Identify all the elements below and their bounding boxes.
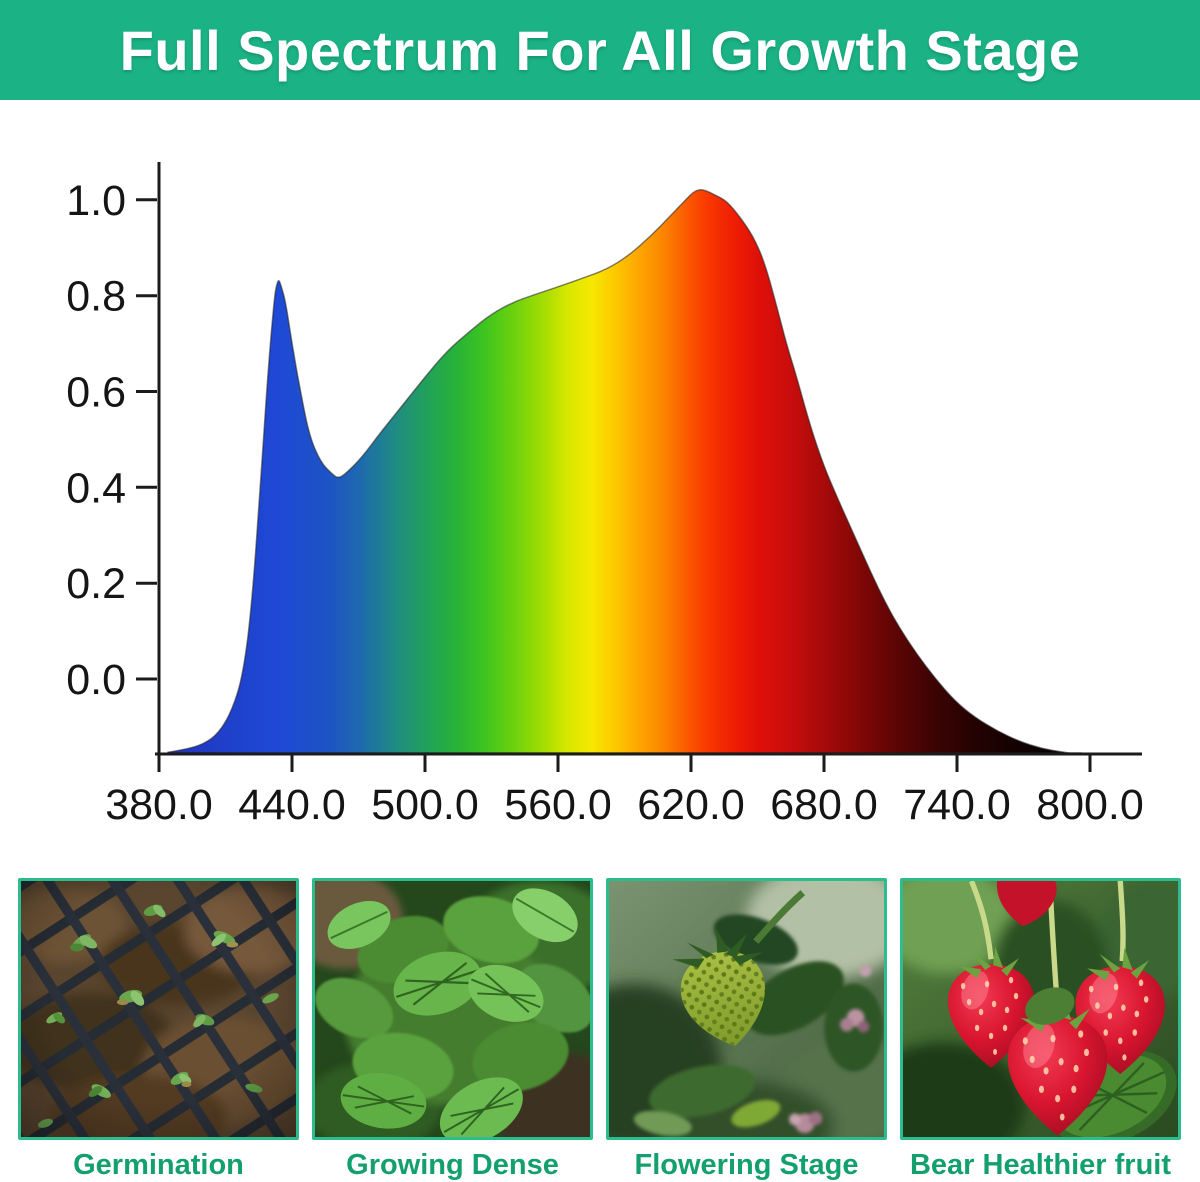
- header-banner: Full Spectrum For All Growth Stage: [0, 0, 1200, 100]
- partial-top-berry: [996, 881, 1057, 926]
- caption-flowering-stage: Flowering Stage: [634, 1149, 859, 1181]
- spectrum-chart-section: 1.0 0.8 0.6 0.4 0.2 0.0 380.0 440.0 500.0 560.0 6…: [0, 100, 1200, 840]
- gallery-item-growing-dense: Growing Dense: [312, 878, 593, 1182]
- y-tick-label: 0.8: [66, 273, 126, 321]
- dried-flowers: [633, 965, 872, 1136]
- x-tick-label: 800.0: [1036, 781, 1144, 829]
- y-tick-label: 0.6: [66, 369, 126, 417]
- spectrum-area-curve: [167, 189, 1082, 756]
- x-tick-label: 560.0: [504, 781, 612, 829]
- healthier-fruit-photo-illustration: [903, 881, 1178, 1137]
- flowering-stage-photo: [606, 878, 887, 1140]
- y-tick-label: 1.0: [66, 177, 126, 225]
- y-tick-label: 0.4: [66, 464, 126, 512]
- x-axis-labels: 380.0 440.0 500.0 560.0 620.0 680.0 740.0 800.0: [105, 781, 1144, 829]
- y-tick-label: 0.0: [66, 656, 126, 704]
- x-tick-label: 680.0: [770, 781, 878, 829]
- growing-dense-photo: [312, 878, 593, 1140]
- y-axis-ticks: [136, 198, 157, 681]
- caption-growing-dense: Growing Dense: [346, 1149, 559, 1181]
- gallery-item-germination: Germination: [18, 878, 299, 1182]
- berry-stem: [753, 890, 806, 944]
- y-tick-label: 0.2: [66, 560, 126, 608]
- x-tick-label: 440.0: [238, 781, 346, 829]
- flowering-stage-photo-illustration: [609, 881, 884, 1137]
- germination-photo-illustration: [21, 881, 296, 1137]
- unripe-strawberry: [672, 928, 790, 1052]
- caption-healthier-fruit: Bear Healthier fruit: [909, 1149, 1172, 1181]
- gallery-item-healthier-fruit: Bear Healthier fruit: [900, 878, 1181, 1182]
- front-leaves: [327, 888, 578, 1137]
- x-tick-label: 740.0: [903, 781, 1011, 829]
- x-tick-label: 500.0: [371, 781, 479, 829]
- page-title: Full Spectrum For All Growth Stage: [119, 18, 1081, 82]
- x-tick-label: 620.0: [637, 781, 745, 829]
- growing-dense-photo-illustration: [315, 881, 590, 1137]
- growth-stage-gallery: Germination: [0, 840, 1200, 1182]
- gallery-item-flowering-stage: Flowering Stage: [606, 878, 887, 1182]
- spectrum-chart-svg: 1.0 0.8 0.6 0.4 0.2 0.0 380.0 440.0 500.0 560.0 6…: [66, 162, 1144, 829]
- caption-germination: Germination: [73, 1149, 244, 1181]
- x-tick-label: 380.0: [105, 781, 213, 829]
- germination-photo: [18, 878, 299, 1140]
- y-axis-labels: 1.0 0.8 0.6 0.4 0.2 0.0: [66, 177, 126, 704]
- x-axis-ticks: [157, 754, 1092, 772]
- healthier-fruit-photo: [900, 878, 1181, 1140]
- calyx-cluster: [1025, 987, 1075, 1025]
